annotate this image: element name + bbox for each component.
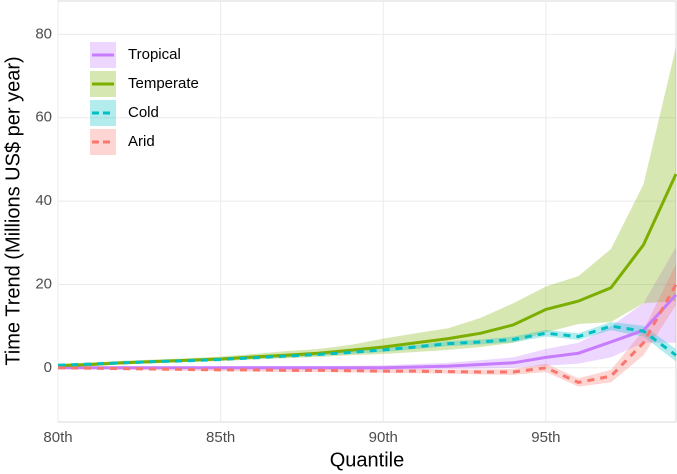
legend-label: Temperate [128, 75, 199, 92]
line [58, 293, 677, 370]
ribbon [58, 46, 676, 368]
y-tick-label: 0 [44, 359, 52, 376]
y-axis-title: Time Trend (Millions US$ per year) [2, 56, 24, 365]
x-tick-label: 80th [43, 429, 72, 446]
x-tick-label: 90th [369, 429, 398, 446]
y-tick-label: 20 [35, 275, 52, 292]
x-tick-label: 85th [206, 429, 235, 446]
y-tick-label: 60 [35, 109, 52, 126]
x-axis-title: Quantile [330, 449, 405, 471]
line [57, 173, 677, 368]
legend-label: Arid [128, 133, 155, 150]
legend-label: Cold [128, 104, 159, 121]
y-tick-label: 80 [35, 25, 52, 42]
x-tick-label: 95th [531, 429, 560, 446]
legend-label: Tropical [128, 46, 181, 63]
y-tick-label: 40 [35, 192, 52, 209]
